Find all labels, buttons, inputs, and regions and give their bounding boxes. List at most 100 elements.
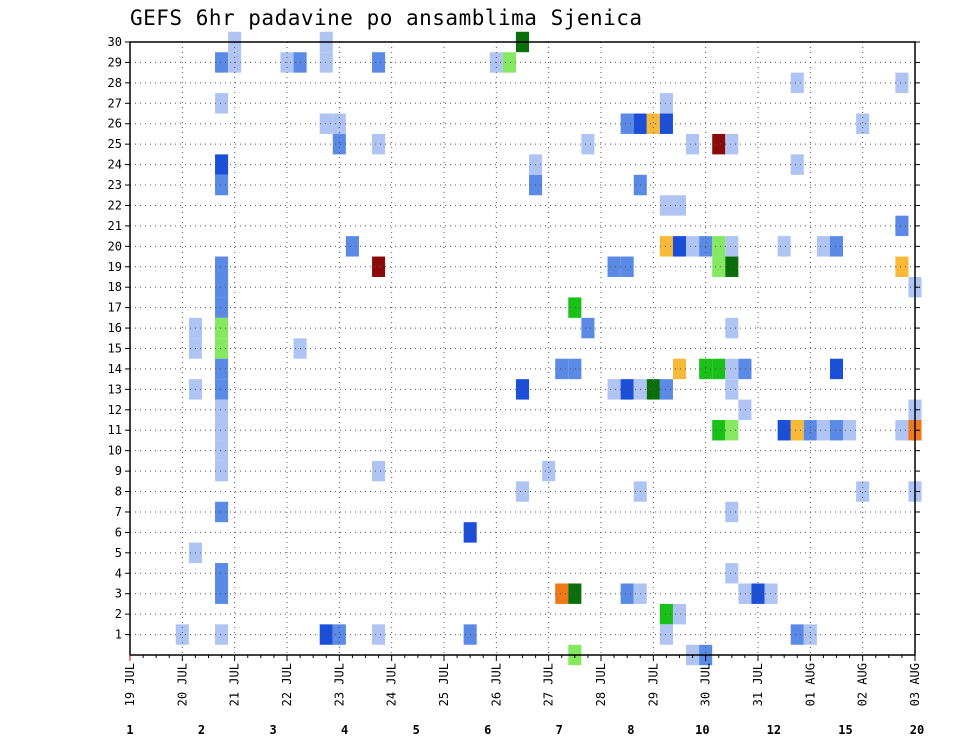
heatmap-cell [581,317,595,339]
heatmap-cell [856,113,870,134]
x-tick-label: 22 JUL [280,663,294,706]
heatmap-cell [215,440,229,461]
colorbar-label: 5 [413,723,420,737]
heatmap-cell [215,93,229,114]
heatmap-cell [215,460,229,482]
heatmap-cell [215,174,229,196]
x-tick-label: 29 JUL [646,663,660,706]
heatmap-cell [816,236,830,257]
heatmap-cell [215,338,229,359]
heatmap-cell [751,583,765,604]
heatmap-cell [895,72,909,94]
y-tick-label: 6 [115,525,122,539]
heatmap-cell [345,236,359,257]
heatmap-cell [659,624,673,645]
heatmap-cell [659,603,673,625]
heatmap-cell [319,52,333,73]
y-tick-label: 1 [115,628,122,642]
heatmap-cell [515,379,530,400]
heatmap-cell [659,236,673,257]
heatmap-cell [895,215,909,237]
heatmap-cell [816,420,830,441]
y-tick-label: 7 [115,505,122,519]
colorbar-label: 20 [910,723,924,737]
y-tick-label: 22 [108,198,122,212]
heatmap-cell [542,460,556,482]
heatmap-cell [738,583,752,604]
colorbar-label: 7 [556,723,563,737]
heatmap-cell [725,420,739,441]
x-tick-label: 24 JUL [385,663,399,706]
heatmap-cell [319,113,333,134]
heatmap-cell [712,256,726,277]
heatmap-cell [829,420,844,441]
y-tick-label: 15 [108,342,122,356]
colorbar: 1 2 3 4 5 6 7 8 10 12 15 20 [126,723,924,737]
cells-layer [175,31,922,666]
heatmap-cell [332,113,346,134]
heatmap-cell [215,256,229,277]
heatmap-cell [555,358,569,380]
heatmap-cell [686,133,700,155]
x-tick-label: 02 AUG [856,663,870,706]
heatmap-cell [215,501,229,523]
heatmap-cell [372,133,386,155]
colorbar-label: 8 [627,723,634,737]
x-tick-label: 27 JUL [542,663,556,706]
heatmap-cell [712,420,726,441]
heatmap-cell [215,583,229,604]
x-tick-label: 19 JUL [123,663,137,706]
y-tick-label: 24 [108,158,122,172]
colorbar-label: 15 [838,723,852,737]
y-tick-label: 8 [115,485,122,499]
heatmap-cell [620,379,634,400]
plot-frame [129,41,916,656]
heatmap-cell [646,379,660,400]
x-tick-label: 26 JUL [489,663,503,706]
heatmap-cell [568,358,582,380]
x-tick-label: 28 JUL [594,663,608,706]
heatmap-cell [568,297,582,318]
colorbar-label: 3 [269,723,276,737]
heatmap-cell [659,379,673,400]
heatmap-cell [725,236,739,257]
heatmap-cell [895,420,909,441]
heatmap-cell [215,624,229,645]
heatmap-cell [659,93,673,114]
heatmap-cell [738,399,752,421]
y-tick-label: 11 [108,423,122,437]
heatmap-cell [215,297,229,318]
y-tick-label: 17 [108,301,122,315]
x-tick-label: 30 JUL [699,663,713,706]
heatmap-cell [672,195,687,216]
y-tick-label: 16 [108,321,122,335]
heatmap-cell [620,113,634,134]
y-tick-label: 5 [115,546,122,560]
heatmap-cell [581,133,595,155]
x-tick-label: 23 JUL [332,663,346,706]
y-tick-label: 25 [108,137,122,151]
x-tick-label: 31 JUL [751,663,765,706]
y-tick-label: 23 [108,178,122,192]
heatmap-cell [620,256,634,277]
heatmap-cell [672,236,687,257]
x-tick-label: 25 JUL [437,663,451,706]
heatmap-cell [725,358,739,380]
heatmap-cell [555,583,569,604]
y-tick-label: 26 [108,117,122,131]
colorbar-label: 10 [695,723,709,737]
heatmap-cell [607,379,621,400]
x-tick-label: 21 JUL [228,663,242,706]
heatmap-cell [725,379,739,400]
heatmap-cell [725,317,739,339]
heatmap-cell [372,460,386,482]
y-tick-label: 12 [108,403,122,417]
heatmap-cell [672,603,687,625]
heatmap-cell [777,420,791,441]
y-tick-label: 20 [108,239,122,253]
x-tick-label: 20 JUL [175,663,189,706]
heatmap-cell [712,358,726,380]
colorbar-label: 12 [767,723,781,737]
chart-title: GEFS 6hr padavine po ansamblima Sjenica [130,6,643,30]
heatmap-cell [712,236,726,257]
